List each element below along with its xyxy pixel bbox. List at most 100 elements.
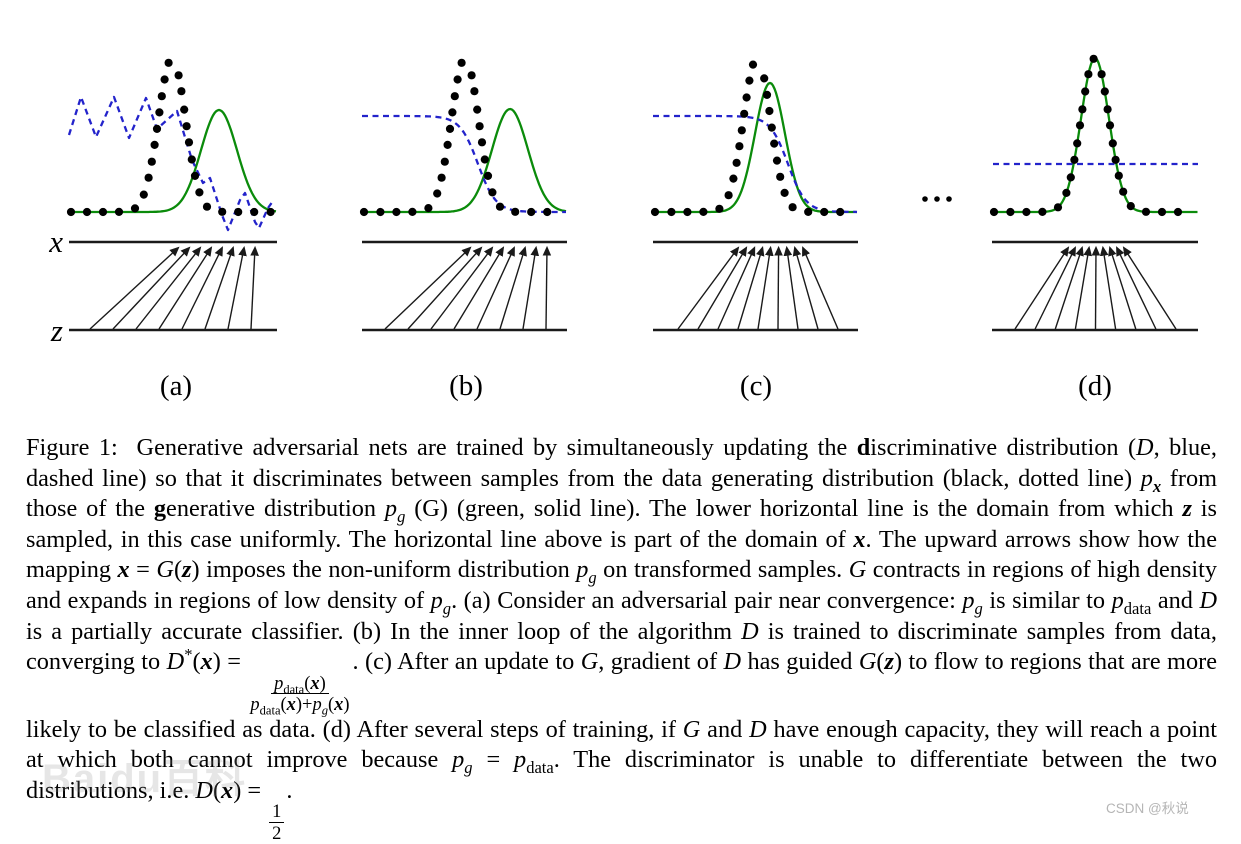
data-dot [1081,87,1090,96]
data-dot [495,202,505,211]
data-dot [1157,207,1167,217]
figure-canvas: (a) x z (b) (c) (d) [48,54,1198,402]
data-dot [1111,155,1120,164]
data-dot [139,190,148,199]
data-dot [836,207,845,217]
mapping-arrow [384,246,472,330]
panel-d: (d) [989,54,1198,402]
data-dot [174,71,183,80]
data-dot [195,188,204,197]
mapping-arrow [453,246,505,330]
data-dot [180,105,189,114]
data-dot [147,157,156,166]
discriminator-curve [67,95,274,232]
data-dot [989,207,999,217]
data-dot [202,202,212,211]
mapping-arrow [112,246,191,330]
generator-distribution-curve [653,81,857,214]
data-dot [760,74,769,83]
data-dot [767,123,776,132]
mapping-arrow [1014,246,1070,330]
data-dot [1114,171,1123,180]
mapping-arrow [677,246,740,330]
mapping-arrow [1091,245,1101,330]
data-dot [184,138,194,147]
data-dot [527,207,536,217]
data-dot [1022,207,1031,217]
data-dot [1075,121,1085,130]
mapping-arrow [1034,246,1076,330]
data-dot [762,90,772,99]
data-distribution-dots [989,54,1183,217]
data-dot [164,58,173,67]
panel-label-c: (c) [740,370,772,402]
mapping-arrow [802,246,839,330]
mapping-arrow [499,245,527,330]
data-dot [470,87,479,96]
data-dot [740,109,749,118]
data-dot [1119,187,1128,196]
data-dot [772,156,782,165]
data-dot [788,203,797,212]
ellipsis-dot [934,196,940,202]
data-dot [1089,54,1098,63]
data-dot [392,207,401,217]
data-dot [437,173,446,182]
mapping-arrow [542,245,552,330]
data-dot [467,71,476,80]
mapping-arrow [1122,246,1177,330]
gan-figure-diagram: (a) x z (b) (c) (d) [48,54,1198,402]
mapping-arrow [757,245,774,330]
data-dot [475,122,484,131]
discriminator-curve [362,114,566,214]
data-dot [66,207,76,217]
data-dot [1070,155,1079,164]
data-dot [488,188,497,197]
data-dot [820,207,829,217]
panel-a: (a) x z [48,58,277,402]
data-dot [748,60,758,69]
data-dot [735,142,744,151]
mapping-arrow [717,246,756,330]
data-dot [440,157,449,166]
mapping-arrow [476,246,515,330]
data-dot [144,173,153,182]
data-dot [776,172,785,181]
data-dot [477,138,487,147]
data-dot [650,207,660,217]
data-dot [1038,207,1047,216]
mapping-arrow [135,246,202,330]
data-dot [150,140,159,149]
data-dot [182,122,191,131]
data-dot [737,126,746,135]
data-dot [770,139,779,148]
data-dot [1141,207,1151,216]
data-dot [699,207,708,216]
data-dot [732,158,741,167]
mapping-arrow [737,245,765,330]
data-dot [480,155,489,164]
data-dot [745,76,754,85]
data-dot [511,207,520,216]
data-dot [1066,173,1075,182]
data-dot [1006,207,1015,217]
data-dot [157,92,166,101]
generator-distribution-curve [362,107,567,214]
data-dot [424,204,433,213]
mapping-arrow [89,246,180,330]
mapping-arrow [1074,245,1093,330]
mapping-arrow [792,245,819,330]
data-dot [780,188,789,197]
data-distribution-dots [66,58,275,217]
data-dot [234,207,243,217]
panel-b: (b) [359,58,567,402]
data-dot [1073,139,1082,148]
data-dot [250,207,259,217]
data-distribution-dots [359,58,552,217]
generator-distribution-curve [992,56,1198,214]
data-dot [1053,203,1063,212]
data-dot [1173,207,1183,217]
ellipsis-dot [922,196,928,202]
mapping-arrow [430,246,494,330]
mapping-arrow [158,246,213,330]
